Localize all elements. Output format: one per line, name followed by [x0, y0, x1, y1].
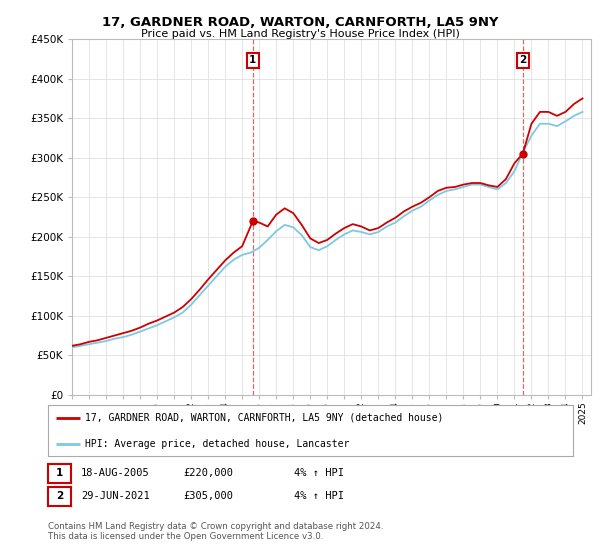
- Text: 2: 2: [56, 492, 63, 501]
- Text: Contains HM Land Registry data © Crown copyright and database right 2024.
This d: Contains HM Land Registry data © Crown c…: [48, 522, 383, 542]
- Text: 18-AUG-2005: 18-AUG-2005: [81, 469, 150, 478]
- Text: 17, GARDNER ROAD, WARTON, CARNFORTH, LA5 9NY: 17, GARDNER ROAD, WARTON, CARNFORTH, LA5…: [102, 16, 498, 29]
- Text: 17, GARDNER ROAD, WARTON, CARNFORTH, LA5 9NY (detached house): 17, GARDNER ROAD, WARTON, CARNFORTH, LA5…: [85, 413, 443, 423]
- Text: 4% ↑ HPI: 4% ↑ HPI: [294, 469, 344, 478]
- Text: 1: 1: [56, 469, 63, 478]
- Text: HPI: Average price, detached house, Lancaster: HPI: Average price, detached house, Lanc…: [85, 438, 349, 449]
- Text: £305,000: £305,000: [183, 492, 233, 501]
- Text: Price paid vs. HM Land Registry's House Price Index (HPI): Price paid vs. HM Land Registry's House …: [140, 29, 460, 39]
- Text: 29-JUN-2021: 29-JUN-2021: [81, 492, 150, 501]
- Text: 2: 2: [519, 55, 526, 65]
- Text: £220,000: £220,000: [183, 469, 233, 478]
- Text: 4% ↑ HPI: 4% ↑ HPI: [294, 492, 344, 501]
- Text: 1: 1: [249, 55, 257, 65]
